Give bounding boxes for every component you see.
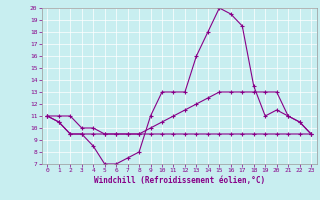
- X-axis label: Windchill (Refroidissement éolien,°C): Windchill (Refroidissement éolien,°C): [94, 176, 265, 185]
